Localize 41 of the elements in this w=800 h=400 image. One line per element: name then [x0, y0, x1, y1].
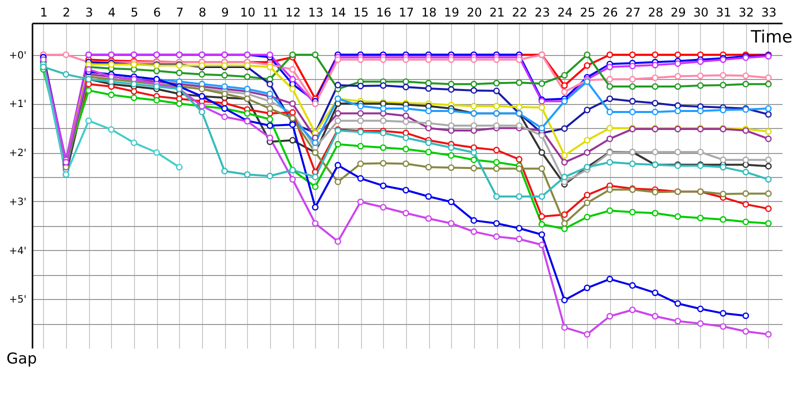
x-tick-label: 22: [512, 6, 528, 20]
x-tick-label: 6: [153, 6, 161, 20]
x-tick-label: 17: [398, 6, 414, 20]
x-tick-label: 4: [108, 6, 116, 20]
y-tick-label: +1': [9, 99, 26, 110]
x-tick-label: 16: [376, 6, 392, 20]
x-tick-label: 19: [444, 6, 460, 20]
x-tick-label: 14: [330, 6, 346, 20]
x-tick-label: 5: [130, 6, 138, 20]
x-axis-title: Time: [750, 28, 792, 48]
x-tick-label: 15: [353, 6, 369, 20]
y-tick-label: +0': [9, 50, 26, 62]
x-tick-label: 18: [421, 6, 437, 20]
x-tick-label: 13: [308, 6, 324, 20]
x-tick-label: 33: [761, 6, 777, 20]
x-tick-label: 25: [580, 6, 596, 20]
x-tick-label: 29: [670, 6, 686, 20]
y-tick-label: +2': [9, 148, 26, 160]
x-tick-label: 12: [285, 6, 301, 20]
x-tick-label: 28: [648, 6, 664, 20]
x-tick-label: 7: [176, 6, 184, 20]
x-tick-label: 9: [221, 6, 229, 20]
x-tick-label: 27: [625, 6, 641, 20]
x-tick-label: 31: [716, 6, 732, 20]
x-tick-label: 20: [466, 6, 482, 20]
x-tick-label: 2: [62, 6, 70, 20]
x-tick-label: 11: [262, 6, 278, 20]
x-tick-label: 8: [198, 6, 206, 20]
y-tick-label: +5': [9, 294, 26, 306]
x-tick-label: 30: [693, 6, 709, 20]
x-tick-label: 26: [602, 6, 618, 20]
y-axis-title: Gap: [6, 350, 37, 368]
y-tick-label: +3': [9, 196, 26, 208]
x-tick-label: 3: [85, 6, 93, 20]
x-tick-label: 23: [534, 6, 550, 20]
x-tick-label: 24: [557, 6, 573, 20]
x-tick-label: 21: [489, 6, 505, 20]
x-tick-label: 1: [40, 6, 48, 20]
x-tick-label: 32: [738, 6, 754, 20]
y-tick-label: +4': [9, 246, 26, 257]
x-tick-label: 10: [240, 6, 256, 20]
